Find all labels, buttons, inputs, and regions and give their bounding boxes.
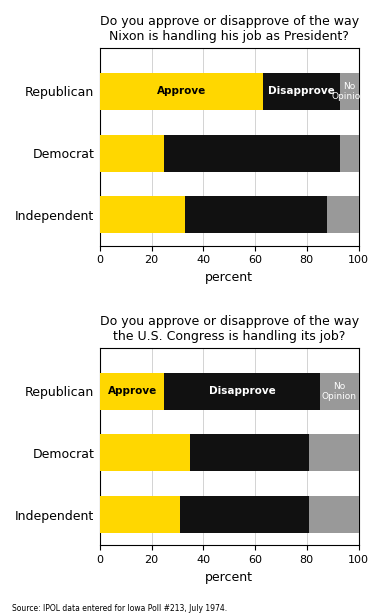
Bar [164,134,340,171]
Title: Do you approve or disapprove of the way
the U.S. Congress is handling its job?: Do you approve or disapprove of the way … [99,315,359,343]
Text: Approve: Approve [108,386,157,396]
Bar [340,73,359,110]
Bar [100,134,164,171]
Text: No
Opinion: No Opinion [332,82,367,101]
Text: Disapprove: Disapprove [268,87,335,96]
Bar [185,196,328,233]
X-axis label: percent: percent [205,570,253,584]
Bar [310,496,359,533]
Bar [190,435,310,472]
Title: Do you approve or disapprove of the way
Nixon is handling his job as President?: Do you approve or disapprove of the way … [99,15,359,43]
Bar [340,134,359,171]
Text: Approve: Approve [157,87,206,96]
Bar [100,73,263,110]
Bar [320,373,359,410]
Bar [100,373,164,410]
Bar [263,73,340,110]
Text: Source: IPOL data entered for Iowa Poll #213, July 1974.: Source: IPOL data entered for Iowa Poll … [12,604,227,613]
Bar [100,496,180,533]
Bar [164,373,320,410]
Text: No
Opinion: No Opinion [321,381,357,401]
Bar [180,496,310,533]
Bar [100,196,185,233]
Bar [328,196,359,233]
Bar [310,435,359,472]
Bar [100,435,190,472]
X-axis label: percent: percent [205,271,253,284]
Text: Disapprove: Disapprove [209,386,275,396]
